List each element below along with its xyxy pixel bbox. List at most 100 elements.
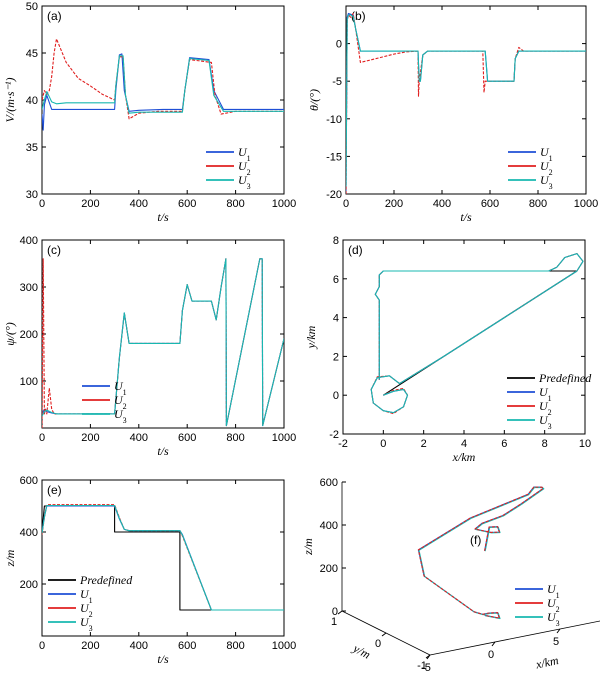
x-tick-label: 0 (380, 438, 386, 450)
x-axis-label: t/s (157, 444, 169, 458)
plot-frame (41, 239, 285, 429)
legend-label-u2: U2 (114, 393, 127, 411)
legend-label-u3: U3 (547, 610, 560, 628)
y-tick-label: 6 (333, 274, 339, 286)
x-tick-label: 10 (579, 438, 591, 450)
x-tick-label: 1000 (272, 640, 296, 652)
series-line-predefined (42, 505, 284, 611)
y-tick-label: 600 (20, 475, 38, 487)
panel-c: 0 200 400 600 800 1000 100 200 300 400 t/s ψ/(°) (c)… (3, 235, 296, 458)
series-line-u1 (42, 258, 284, 427)
y-tick-label: 400 (20, 235, 38, 247)
x-tick-label: -5 (421, 662, 431, 674)
panel-d: -2 0 2 4 6 8 10-202468x/kmy/km(d)PredefinedU1U… (304, 235, 592, 464)
x-tick-label: 6 (501, 438, 507, 450)
x-tick-label: 1000 (272, 432, 296, 444)
panel-tag: (c) (47, 243, 61, 257)
y-axis-label: y/km (304, 325, 318, 349)
x-tick-label: 400 (130, 198, 148, 210)
y-tick-label: 200 (20, 329, 38, 341)
y-tick-label: 200 (20, 579, 38, 591)
x-tick-label: 600 (178, 640, 196, 652)
y-tick-label: 4 (333, 313, 339, 325)
y-tick-label: -15 (326, 151, 342, 163)
x-tick-label: 200 (385, 198, 403, 210)
x-tick-label: 2 (421, 438, 427, 450)
panel-tag: (e) (47, 483, 62, 497)
y-tick-label: 45 (26, 48, 38, 60)
legend-label-predefined: Predefined (79, 573, 133, 587)
legend-label-u2: U2 (547, 596, 560, 614)
y-axis-label: θ/(°) (307, 89, 321, 111)
legend-label-u2: U2 (238, 159, 251, 177)
y-tick (381, 632, 387, 637)
x-tick-label: 600 (481, 198, 499, 210)
legend-label-u3: U3 (114, 407, 127, 425)
legend-label-u1: U1 (539, 385, 552, 403)
x-tick-label: 800 (226, 198, 244, 210)
x-tick-label: 400 (433, 198, 451, 210)
series-line-u3 (42, 258, 284, 427)
legend-label-u1: U1 (114, 379, 127, 397)
x-tick-label: 0 (488, 649, 494, 661)
legend-label-u3: U3 (238, 173, 251, 191)
panel-tag: (a) (47, 9, 62, 23)
z-tick-label: 400 (320, 520, 338, 532)
plot-frame (41, 5, 285, 195)
y-tick-label: -1 (417, 660, 427, 672)
panel-a: 0 200 400 600 800 1000 30 35 40 45 50 t/s V/(m·s⁻¹) (… (3, 1, 296, 224)
x-tick (556, 628, 561, 634)
y-tick-label: 100 (20, 376, 38, 388)
legend-label-u3: U3 (80, 615, 93, 633)
x-axis-label: t/s (157, 210, 169, 224)
panel-tag: (f) (470, 533, 481, 547)
y-tick-label: 0 (336, 39, 342, 51)
y-tick-label: 1 (331, 616, 337, 628)
legend-label-u2: U2 (80, 601, 93, 619)
x-tick-label: 800 (226, 432, 244, 444)
x-tick-label: 0 (39, 198, 45, 210)
x-axis-label: t/s (460, 210, 472, 224)
x-tick-label: 200 (81, 640, 99, 652)
legend-label-u3: U3 (539, 413, 552, 431)
series-line-u2 (42, 38, 284, 120)
legend-label-u1: U1 (238, 145, 251, 163)
plot-frame (345, 5, 587, 195)
y-tick-label: 8 (333, 235, 339, 247)
panel-b: 0 200 400 600 800 1000 -20 -15 -10 -5 0 t/s θ/(°) (b)… (307, 5, 598, 224)
y-tick-label: 300 (20, 282, 38, 294)
x-tick-label: 400 (130, 432, 148, 444)
y-tick-label: 400 (20, 527, 38, 539)
x-tick-label: 4 (461, 438, 467, 450)
y-tick-label: 50 (26, 1, 38, 13)
x-tick-label: 600 (178, 198, 196, 210)
series-line-u2 (417, 486, 544, 619)
y-tick-label: -2 (329, 429, 339, 441)
y-tick-label: 0 (375, 638, 381, 650)
series-line-u3 (370, 253, 584, 414)
y-tick-label: -20 (326, 189, 342, 201)
x-tick-label: 1000 (272, 198, 296, 210)
plot-frame (41, 479, 285, 637)
y-axis-label: V/(m·s⁻¹) (3, 78, 17, 123)
z-tick-label: 0 (332, 606, 338, 618)
series-line-u3 (346, 14, 586, 187)
x-tick-label: 8 (542, 438, 548, 450)
series-line-u2 (42, 504, 284, 611)
x-tick-label: 800 (529, 198, 547, 210)
x-tick-label: 1000 (574, 198, 598, 210)
y-tick-label: 40 (26, 95, 38, 107)
series-line-u3 (42, 55, 284, 114)
legend-label-u2: U2 (540, 159, 553, 177)
x-tick-label: 200 (81, 198, 99, 210)
y-axis-label: y/m (350, 641, 373, 662)
z-tick-label: 200 (320, 563, 338, 575)
x-tick-label: 0 (39, 432, 45, 444)
x-axis-label: x/km (534, 653, 560, 672)
x-tick-label: 5 (553, 636, 559, 648)
